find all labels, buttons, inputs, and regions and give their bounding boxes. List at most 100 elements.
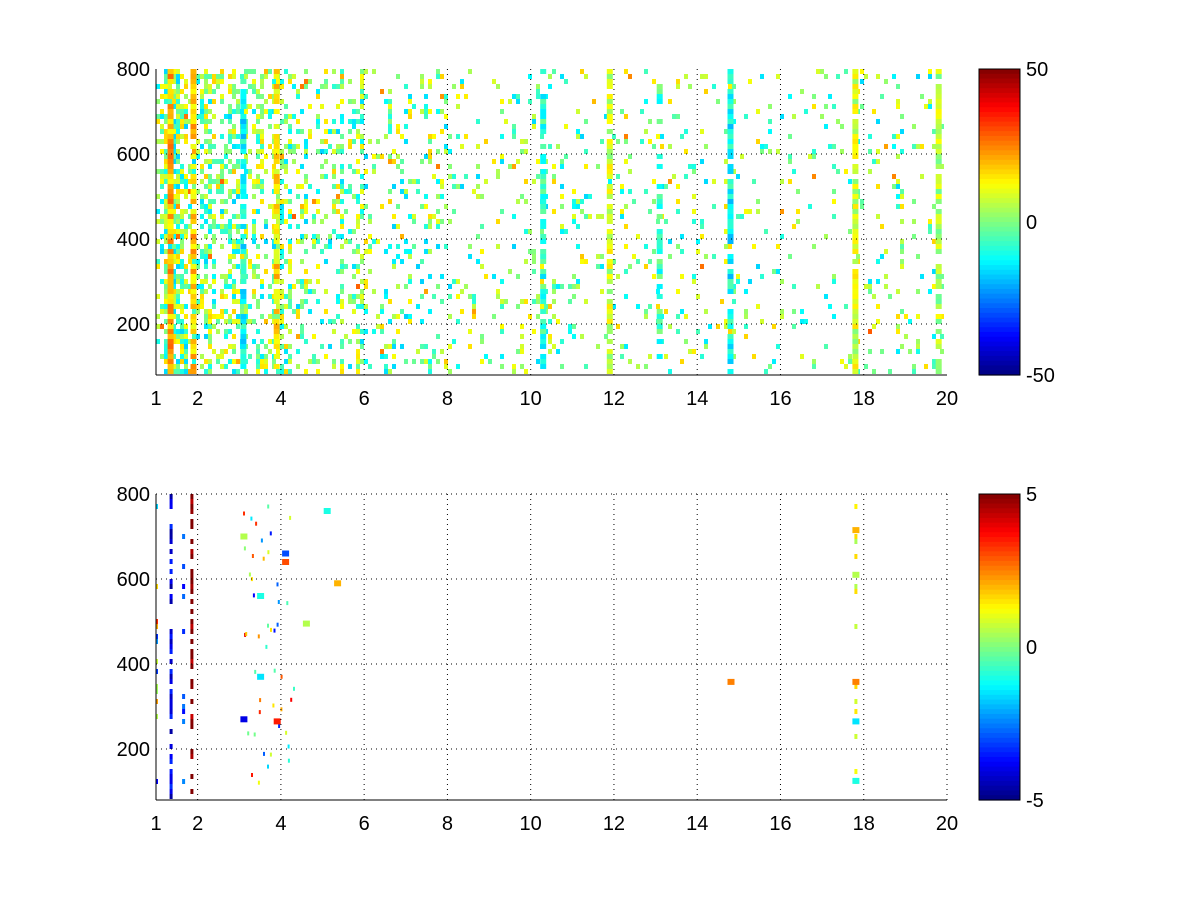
heatmap-cell: [360, 149, 364, 154]
heatmap-cell: [273, 144, 280, 149]
heatmap-cell: [852, 69, 859, 74]
heatmap-cell: [252, 219, 256, 224]
heatmap-cell: [232, 279, 236, 284]
heatmap-cell: [360, 99, 364, 104]
heatmap-cell: [444, 359, 448, 364]
heatmap-cell: [216, 84, 220, 89]
heatmap-cell: [760, 319, 764, 324]
heatmap-cell: [200, 304, 204, 309]
heatmap-cell: [344, 209, 348, 214]
heatmap-cell: [180, 354, 184, 359]
heatmap-cell: [240, 139, 247, 144]
heatmap-cell: [935, 234, 942, 239]
heatmap-cell: [182, 694, 186, 699]
heatmap-cell: [648, 354, 652, 359]
heatmap-cell: [256, 179, 260, 184]
heatmap-cell: [167, 159, 174, 164]
colorbar-swatch: [979, 231, 1020, 237]
heatmap-cell: [727, 209, 734, 214]
heatmap-cell: [412, 179, 416, 184]
heatmap-cell: [368, 364, 372, 369]
heatmap-cell: [444, 244, 448, 249]
heatmap-cell: [260, 538, 263, 543]
heatmap-cell: [852, 244, 859, 249]
heatmap-cell: [172, 184, 176, 189]
heatmap-cell: [727, 319, 734, 324]
heatmap-cell: [528, 314, 532, 319]
heatmap-cell: [520, 344, 524, 349]
heatmap-cell: [212, 304, 216, 309]
heatmap-cell: [169, 534, 173, 539]
heatmap-cell: [184, 124, 188, 129]
heatmap-cell: [180, 89, 184, 94]
heatmap-cell: [340, 144, 344, 149]
heatmap-cell: [188, 169, 192, 174]
heatmap-cell: [448, 174, 452, 179]
heatmap-cell: [204, 334, 208, 339]
heatmap-cell: [620, 354, 624, 359]
heatmap-cell: [288, 294, 292, 299]
colorbar-swatch: [979, 494, 1020, 500]
heatmap-cell: [160, 149, 164, 154]
heatmap-cell: [190, 89, 197, 94]
heatmap-cell: [216, 159, 220, 164]
heatmap-cell: [169, 784, 173, 789]
heatmap-cell: [352, 194, 356, 199]
heatmap-cell: [916, 144, 920, 149]
heatmap-cell: [280, 289, 284, 294]
heatmap-cell: [160, 249, 164, 254]
heatmap-cell: [340, 269, 344, 274]
heatmap-cell: [852, 234, 859, 239]
heatmap-cell: [552, 174, 556, 179]
heatmap-cell: [300, 204, 304, 209]
heatmap-cell: [167, 259, 174, 264]
heatmap-cell: [176, 149, 180, 154]
heatmap-cell: [788, 159, 792, 164]
heatmap-cell: [252, 289, 256, 294]
colorbar-swatch: [979, 241, 1020, 247]
heatmap-cell: [724, 129, 728, 134]
heatmap-cell: [160, 279, 164, 284]
heatmap-cell: [364, 239, 368, 244]
heatmap-cell: [628, 74, 632, 79]
heatmap-cell: [308, 309, 312, 314]
heatmap-cell: [648, 209, 652, 214]
heatmap-cell: [276, 199, 280, 204]
heatmap-cell: [564, 154, 568, 159]
heatmap-cell: [169, 594, 173, 599]
heatmap-cell: [204, 219, 208, 224]
heatmap-cell: [854, 684, 858, 689]
x-tick-label: 1: [150, 813, 161, 835]
heatmap-cell: [404, 124, 408, 129]
heatmap-cell: [167, 199, 174, 204]
heatmap-cell: [436, 74, 440, 79]
heatmap-cell: [580, 334, 584, 339]
colorbar-swatch: [979, 713, 1020, 720]
heatmap-cell: [280, 149, 284, 154]
heatmap-cell: [264, 154, 268, 159]
heatmap-cell: [280, 279, 284, 284]
heatmap-cell: [260, 164, 264, 169]
colorbar-swatch: [979, 513, 1020, 519]
heatmap-cell: [332, 199, 336, 204]
heatmap-cell: [257, 780, 260, 785]
heatmap-cell: [668, 144, 672, 149]
heatmap-cell: [188, 204, 192, 209]
colorbar-swatch: [979, 627, 1020, 634]
heatmap-cell: [190, 79, 197, 84]
heatmap-cell: [308, 79, 312, 84]
heatmap-cell: [190, 274, 197, 279]
heatmap-cell: [176, 304, 180, 309]
colorbar-swatch: [979, 756, 1020, 763]
heatmap-cell: [328, 239, 332, 244]
heatmap-cell: [935, 119, 942, 124]
heatmap-cell: [267, 504, 270, 509]
heatmap-cell: [208, 144, 212, 149]
heatmap-cell: [516, 94, 520, 99]
heatmap-cell: [285, 730, 288, 735]
heatmap-cell: [540, 219, 547, 224]
heatmap-cell: [928, 219, 932, 224]
heatmap-cell: [220, 209, 224, 214]
heatmap-cell: [732, 354, 736, 359]
